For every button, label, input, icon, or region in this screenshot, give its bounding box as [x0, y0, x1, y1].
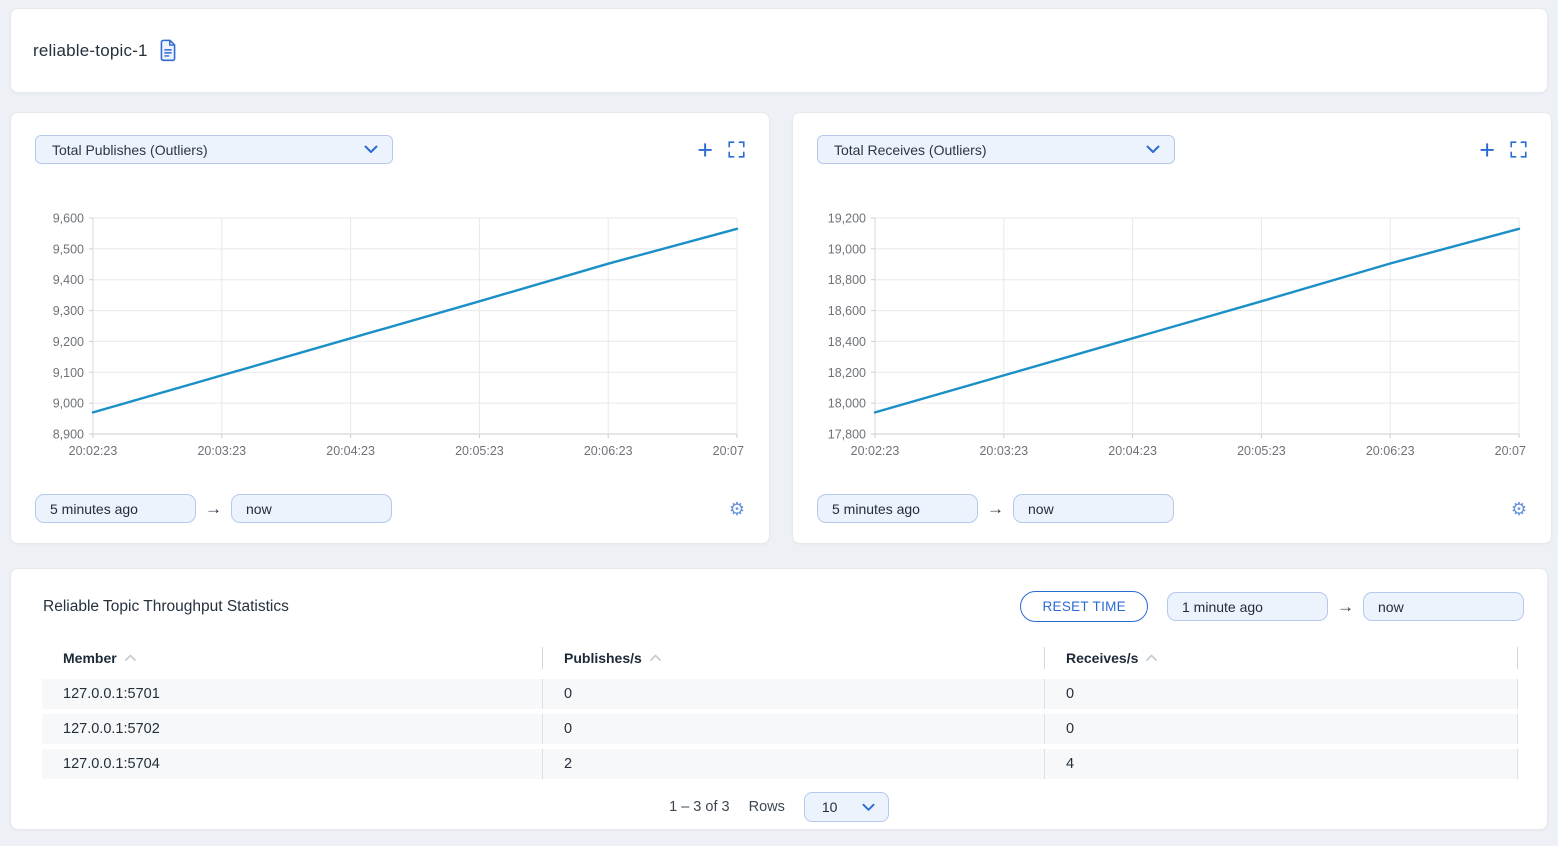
time-to-input[interactable]: now — [1013, 494, 1174, 523]
pagination: 1 – 3 of 3 Rows 10 — [34, 792, 1524, 822]
rows-per-page-select[interactable]: 10 — [803, 792, 889, 822]
stats-table: Member Publishes/s Receives/s 127.0.0.1:… — [42, 643, 1518, 779]
svg-text:9,400: 9,400 — [53, 273, 84, 287]
sort-up-icon — [1145, 654, 1158, 662]
sort-up-icon — [124, 654, 137, 662]
svg-text:20:07:23: 20:07:23 — [1495, 444, 1527, 458]
svg-text:20:02:23: 20:02:23 — [851, 444, 900, 458]
table-body: 127.0.0.1:5701 0 0 127.0.0.1:5702 0 0 127.0.0.… — [42, 679, 1518, 779]
svg-text:18,000: 18,000 — [828, 397, 866, 411]
column-header-publishes[interactable]: Publishes/s — [542, 647, 1044, 669]
svg-text:9,500: 9,500 — [53, 242, 84, 256]
svg-text:17,800: 17,800 — [828, 428, 866, 442]
table-cell: 4 — [1044, 749, 1518, 779]
table-row[interactable]: 127.0.0.1:5704 2 4 — [42, 749, 1518, 779]
document-icon[interactable] — [158, 39, 178, 62]
svg-text:20:05:23: 20:05:23 — [455, 444, 504, 458]
arrow-right-icon: → — [987, 498, 1004, 518]
chart-card-receives: Total Receives (Outliers) + 17,800 18,000… — [792, 112, 1552, 544]
gear-icon[interactable]: ⚙ — [728, 498, 745, 519]
line-chart-publishes: 8,900 9,000 9,100 9,200 9,300 9,400 9,500 9,600… — [53, 212, 745, 459]
table-cell: 127.0.0.1:5701 — [63, 686, 160, 702]
gear-icon[interactable]: ⚙ — [1510, 498, 1527, 519]
time-from-input[interactable]: 5 minutes ago — [817, 494, 978, 523]
sort-up-icon — [649, 654, 662, 662]
line-chart-receives: 17,800 18,000 18,200 18,400 18,600 18,800 19,0… — [828, 212, 1527, 459]
svg-text:20:03:23: 20:03:23 — [979, 444, 1028, 458]
chevron-down-icon — [1146, 145, 1160, 154]
topic-header-card: reliable-topic-1 — [10, 8, 1548, 93]
metric-select-label: Total Receives (Outliers) — [834, 141, 987, 158]
table-row[interactable]: 127.0.0.1:5702 0 0 — [42, 714, 1518, 744]
column-header-receives[interactable]: Receives/s — [1044, 647, 1518, 669]
arrow-right-icon: → — [205, 498, 222, 518]
svg-text:18,400: 18,400 — [828, 335, 866, 349]
svg-text:20:05:23: 20:05:23 — [1237, 444, 1286, 458]
svg-text:20:03:23: 20:03:23 — [197, 444, 246, 458]
svg-text:20:02:23: 20:02:23 — [69, 444, 118, 458]
reset-time-button[interactable]: RESET TIME — [1020, 591, 1148, 622]
svg-text:20:06:23: 20:06:23 — [584, 444, 633, 458]
table-row[interactable]: 127.0.0.1:5701 0 0 — [42, 679, 1518, 709]
column-header-member[interactable]: Member — [42, 647, 542, 669]
chevron-down-icon — [862, 803, 875, 812]
stats-time-to-input[interactable]: now — [1363, 592, 1524, 621]
svg-text:18,800: 18,800 — [828, 273, 866, 287]
arrow-right-icon: → — [1337, 596, 1354, 616]
svg-text:9,300: 9,300 — [53, 304, 84, 318]
svg-text:20:06:23: 20:06:23 — [1366, 444, 1415, 458]
pagination-range: 1 – 3 of 3 — [669, 799, 730, 815]
svg-text:20:04:23: 20:04:23 — [1108, 444, 1157, 458]
table-header-row: Member Publishes/s Receives/s — [42, 643, 1518, 673]
add-chart-icon[interactable]: + — [697, 134, 713, 165]
table-cell: 0 — [542, 679, 1044, 709]
stats-time-from-input[interactable]: 1 minute ago — [1167, 592, 1328, 621]
rows-label: Rows — [748, 799, 785, 815]
svg-text:9,600: 9,600 — [53, 212, 84, 226]
charts-row: Total Publishes (Outliers) + 8,900 9,000 9… — [10, 112, 1552, 544]
time-to-input[interactable]: now — [231, 494, 392, 523]
fullscreen-icon[interactable] — [728, 141, 745, 158]
stats-heading: Reliable Topic Throughput Statistics — [43, 597, 289, 615]
svg-text:9,100: 9,100 — [53, 366, 84, 380]
table-cell: 0 — [1044, 714, 1518, 744]
time-from-input[interactable]: 5 minutes ago — [35, 494, 196, 523]
fullscreen-icon[interactable] — [1510, 141, 1527, 158]
table-cell: 0 — [1044, 679, 1518, 709]
svg-text:19,000: 19,000 — [828, 242, 866, 256]
svg-text:19,200: 19,200 — [828, 212, 866, 226]
table-cell: 2 — [542, 749, 1044, 779]
svg-text:18,600: 18,600 — [828, 304, 866, 318]
svg-text:9,000: 9,000 — [53, 397, 84, 411]
svg-text:18,200: 18,200 — [828, 366, 866, 380]
page-title: reliable-topic-1 — [33, 40, 148, 60]
svg-text:8,900: 8,900 — [53, 428, 84, 442]
svg-text:9,200: 9,200 — [53, 335, 84, 349]
table-cell: 127.0.0.1:5702 — [63, 721, 160, 737]
table-cell: 0 — [542, 714, 1044, 744]
chart-card-publishes: Total Publishes (Outliers) + 8,900 9,000 9… — [10, 112, 770, 544]
metric-select-label: Total Publishes (Outliers) — [52, 141, 208, 158]
metric-select-receives[interactable]: Total Receives (Outliers) — [817, 135, 1175, 164]
stats-card: Reliable Topic Throughput Statistics RES… — [10, 568, 1548, 830]
add-chart-icon[interactable]: + — [1479, 134, 1495, 165]
svg-text:20:04:23: 20:04:23 — [326, 444, 375, 458]
svg-text:20:07:23: 20:07:23 — [713, 444, 745, 458]
table-cell: 127.0.0.1:5704 — [63, 756, 160, 772]
chevron-down-icon — [364, 145, 378, 154]
metric-select-publishes[interactable]: Total Publishes (Outliers) — [35, 135, 393, 164]
